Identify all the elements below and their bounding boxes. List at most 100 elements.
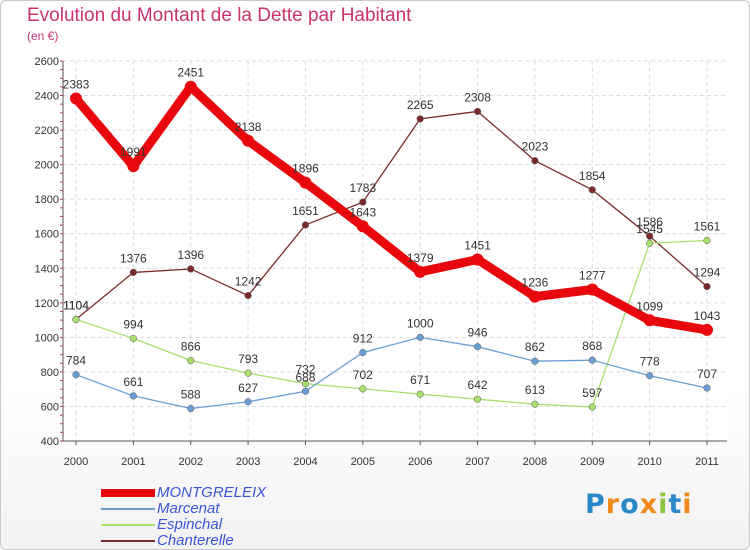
data-label-chanterelle: 1854 xyxy=(579,169,606,183)
data-point-montgreleix xyxy=(70,92,82,105)
logo-letter: P xyxy=(585,489,606,520)
legend-swatch xyxy=(101,508,155,510)
x-tick-label: 2004 xyxy=(293,456,317,468)
data-label-chanterelle: 1376 xyxy=(120,251,147,265)
data-label-espinchal: 613 xyxy=(525,383,545,397)
data-label-espinchal: 1561 xyxy=(694,219,721,233)
data-label-chanterelle: 1294 xyxy=(694,266,721,280)
chart-subtitle: (en €) xyxy=(27,29,59,43)
data-point-chanterelle xyxy=(244,292,252,300)
data-point-montgreleix xyxy=(414,265,427,278)
data-point-espinchal xyxy=(588,403,596,411)
data-point-montgreleix xyxy=(127,160,140,173)
data-point-chanterelle xyxy=(473,107,482,115)
legend-item: Chanterelle xyxy=(101,533,401,549)
legend-swatch xyxy=(101,489,155,497)
data-label-chanterelle: 1242 xyxy=(235,275,262,289)
y-tick-label: 1400 xyxy=(35,263,59,275)
data-label-marcenat: 862 xyxy=(525,340,545,354)
data-label-marcenat: 946 xyxy=(468,326,488,340)
data-label-marcenat: 912 xyxy=(353,332,373,346)
data-point-espinchal xyxy=(129,334,137,342)
data-point-espinchal xyxy=(244,369,252,377)
legend-label: MONTGRELEIX xyxy=(157,484,267,501)
data-point-espinchal xyxy=(416,390,424,398)
logo-letter: o xyxy=(620,489,640,520)
data-point-marcenat xyxy=(129,392,137,400)
data-label-chanterelle: 2023 xyxy=(522,140,549,154)
data-label-espinchal: 597 xyxy=(582,386,602,400)
data-label-chanterelle: 1586 xyxy=(636,215,663,229)
data-point-marcenat xyxy=(588,356,596,364)
data-label-chanterelle: 1651 xyxy=(292,204,319,218)
data-label-espinchal: 732 xyxy=(295,363,315,377)
x-tick-label: 2001 xyxy=(121,456,145,468)
data-point-montgreleix xyxy=(471,253,484,266)
data-point-espinchal xyxy=(301,380,310,388)
legend-swatch xyxy=(101,524,155,526)
data-label-espinchal: 702 xyxy=(353,368,373,382)
y-tick-label: 1200 xyxy=(35,298,59,310)
x-tick-label: 2010 xyxy=(637,456,661,468)
data-label-marcenat: 784 xyxy=(66,354,86,368)
data-label-marcenat: 588 xyxy=(181,388,201,402)
data-label-montgreleix: 2451 xyxy=(177,66,204,80)
y-tick-label: 1600 xyxy=(35,229,59,241)
data-label-marcenat: 688 xyxy=(295,370,315,384)
x-tick-label: 2008 xyxy=(523,456,547,468)
data-point-marcenat xyxy=(416,333,424,341)
data-point-montgreleix xyxy=(643,314,656,327)
data-label-chanterelle: 2265 xyxy=(407,98,434,112)
data-point-marcenat xyxy=(646,372,654,380)
y-tick-label: 1000 xyxy=(35,332,59,344)
data-point-montgreleix xyxy=(242,134,255,147)
data-point-espinchal xyxy=(646,239,654,247)
x-tick-label: 2011 xyxy=(695,456,719,468)
data-label-espinchal: 793 xyxy=(238,352,258,366)
y-tick-label: 1800 xyxy=(35,194,59,206)
data-label-espinchal: 1104 xyxy=(63,298,89,312)
data-label-montgreleix: 1236 xyxy=(522,276,549,290)
data-point-montgreleix xyxy=(528,290,541,303)
series-line-chanterelle xyxy=(75,110,708,321)
data-label-marcenat: 661 xyxy=(123,375,143,389)
line-chart: 400 600 800 1000 1200 1400 1600 1800 2000 2200 240… xyxy=(35,56,727,468)
logo-letter: t xyxy=(668,489,683,520)
data-point-marcenat xyxy=(72,371,80,379)
data-point-montgreleix xyxy=(184,80,197,93)
x-tick-label: 2002 xyxy=(178,456,202,468)
data-point-espinchal xyxy=(359,385,367,393)
data-label-montgreleix: 1991 xyxy=(120,145,147,159)
data-point-montgreleix xyxy=(701,323,713,336)
data-label-marcenat: 778 xyxy=(640,355,660,369)
x-tick-label: 2009 xyxy=(580,456,604,468)
data-point-montgreleix xyxy=(299,176,312,189)
data-point-chanterelle xyxy=(703,283,711,291)
data-point-chanterelle xyxy=(588,186,596,194)
data-label-montgreleix: 1277 xyxy=(579,269,606,283)
data-point-marcenat xyxy=(703,384,711,392)
proxiti-logo: Proxiti xyxy=(585,489,693,520)
data-point-espinchal xyxy=(187,356,195,365)
data-point-marcenat xyxy=(531,357,539,365)
data-label-marcenat: 868 xyxy=(582,339,602,353)
data-label-montgreleix: 2138 xyxy=(235,120,262,134)
data-label-espinchal: 642 xyxy=(468,378,488,392)
legend-label: Espinchal xyxy=(157,516,223,533)
logo-letter: x xyxy=(639,489,659,520)
y-tick-label: 800 xyxy=(41,367,59,379)
logo-letter: i xyxy=(658,489,669,520)
data-point-chanterelle xyxy=(187,265,195,273)
y-tick-label: 2200 xyxy=(35,125,59,137)
legend-label: Chanterelle xyxy=(157,532,234,549)
series-line-marcenat xyxy=(75,336,708,410)
data-point-espinchal xyxy=(531,400,539,408)
chart-title: Evolution du Montant de la Dette par Hab… xyxy=(27,5,412,26)
logo-letter: r xyxy=(605,489,621,520)
data-point-chanterelle xyxy=(416,115,424,123)
data-point-marcenat xyxy=(244,398,252,406)
x-tick-label: 2003 xyxy=(236,456,260,468)
legend-swatch xyxy=(101,540,155,542)
x-tick-label: 2006 xyxy=(408,456,432,468)
